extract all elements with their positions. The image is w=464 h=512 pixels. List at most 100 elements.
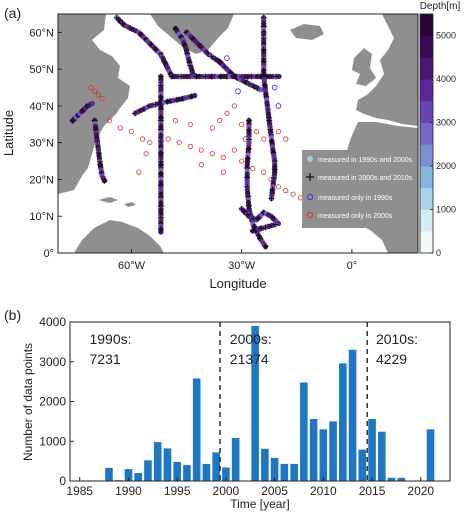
colorbar-step [420,57,433,80]
bar-annotations: 1990s: 7231 2000s: 21374 2010s: 4229 [89,331,418,367]
only-2000s-marker [209,125,215,131]
colorbar-step [420,79,433,102]
only-2000s-marker [198,162,204,168]
bar-y-tick-label: 1000 [39,434,66,448]
bar-y-tick-label: 3000 [39,355,66,369]
legend-item-4: measured only in 2000s [306,211,393,220]
bar [231,438,240,481]
station-marker [192,92,198,99]
bar [319,429,328,481]
colorbar-step [420,231,433,254]
colorbar-tick-label: 1000 [436,205,456,215]
only-2000s-marker [172,118,179,124]
plus-marker [101,177,108,184]
bar [368,418,376,481]
only-2000s-marker [198,147,204,153]
only-2000s-marker [176,140,182,146]
only-2000s-marker [239,121,245,127]
map-y-axis-label: Latitude [1,110,16,156]
map-y-tick-label: 0° [43,248,54,260]
map-y-tick-label: 60°N [29,27,54,39]
bar [270,457,279,481]
map-y-tick-label: 10°N [29,211,54,223]
legend-marker-filled-circle [307,156,313,162]
landmass-iceland [290,24,324,40]
bar [212,452,220,481]
landmass-british-isles [352,48,376,86]
only-2000s-marker [139,136,146,142]
bar [339,363,347,481]
legend-marker-plus [306,173,314,181]
legend-item-1: measured in 1990s and 2000s [307,156,413,164]
legend-item-2: measured in 2000s and 2010s [306,173,413,182]
decade-label: 1990s: [89,331,131,347]
map-tracks [69,14,282,250]
colorbar-tick-label: 4000 [436,74,456,84]
only-2000s-marker [217,118,223,124]
only-2000s-marker [95,92,102,98]
only-2000s-marker [128,129,135,135]
legend-item-3: measured only in 1990s [306,193,393,202]
only-2000s-marker [261,136,267,142]
landmass-caribbean [98,197,136,207]
bar [202,463,211,481]
bar-bars [105,325,435,482]
bar [261,448,269,481]
map-frame [57,13,419,254]
legend-label: measured only in 1990s [318,195,393,202]
map-plot: measured in 1990s and 2000s measured in … [58,14,418,253]
colorbar-tick-label: 2000 [436,161,456,171]
bar [358,449,367,481]
only-2000s-marker [88,84,94,91]
only-2000s-marker [165,136,171,142]
only-2000s-marker [220,169,226,175]
decade-count: 7231 [89,351,120,367]
map-y-ticks: 0° 10°N 20°N 30°N 40°N 50°N 60°N [29,27,62,260]
colorbar-step [420,166,433,189]
legend-label: measured only in 2000s [318,213,393,220]
colorbar-ticks: 0 1000 2000 3000 4000 5000 [430,31,456,258]
station-marker [276,73,282,80]
bar-x-tick-label: 1990 [115,484,142,498]
map-y-tick-label: 50°N [29,64,54,76]
only-2000s-marker [143,151,149,157]
map-panel-label: (a) [4,5,21,21]
bar [251,325,259,481]
only-2000s-marker [99,95,105,102]
landmass-south-america [74,220,164,253]
bar [105,467,113,481]
map-x-tick-label: 30°W [228,260,256,272]
only-2000s-marker [250,165,256,172]
bar [222,467,230,481]
landmass-europe [356,14,418,126]
bar [329,421,337,482]
colorbar-tick-label: 3000 [436,118,456,128]
colorbar-tick-label: 0 [436,248,441,258]
bar-panel-label: (b) [4,307,21,323]
bar [387,477,396,481]
only-2000s-marker [231,147,237,153]
bar [153,442,162,481]
colorbar-step [420,100,433,123]
only-2000s-marker [283,136,289,142]
bar-x-tick-label: 1995 [164,484,191,498]
bar-y-tick-label: 2000 [39,395,66,409]
only-2000s-marker [220,154,226,160]
only-2000s-marker [209,151,215,157]
colorbar-frame [419,13,434,254]
station-marker [258,87,264,93]
bar-x-tick-label: 2020 [407,484,434,498]
bar [290,463,298,481]
only-2000s-marker [275,184,282,190]
legend-marker-open-circle [306,193,314,201]
only-2000s-marker [92,88,98,94]
map-legend: measured in 1990s and 2000s measured in … [302,150,416,228]
only-2000s-marker [239,158,245,164]
only-2000s-marker [290,191,296,197]
only-2000s-marker [187,143,193,149]
colorbar-steps [420,14,433,254]
bar [163,448,172,481]
map-y-tick-label: 30°N [29,138,54,150]
only-2000s-marker [261,169,267,175]
